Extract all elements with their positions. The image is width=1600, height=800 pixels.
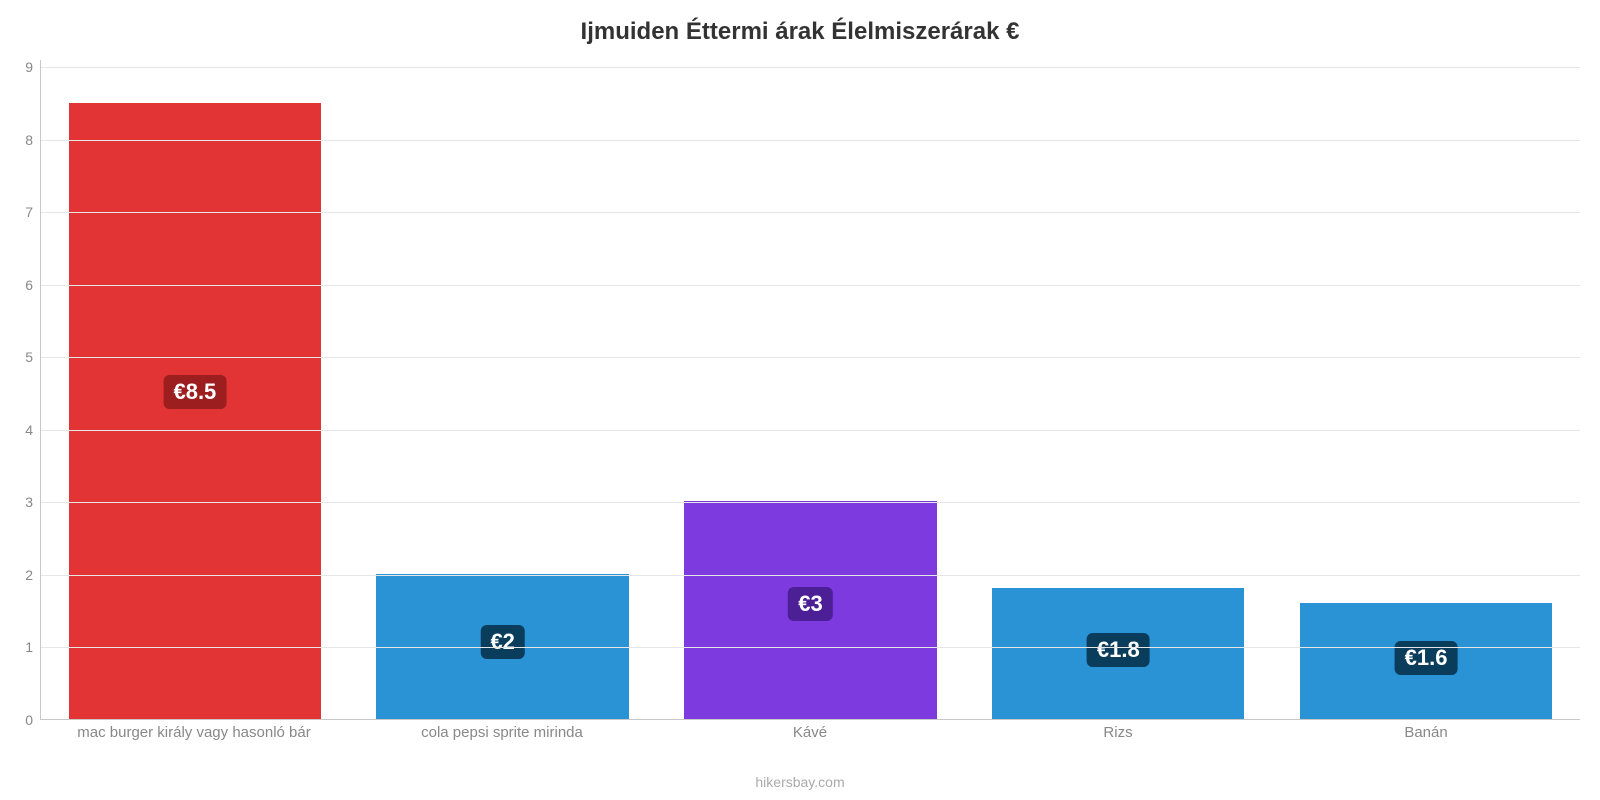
y-tick-label: 8 (25, 132, 41, 148)
attribution-text: hikersbay.com (0, 774, 1600, 790)
bar-slot: €1.8 (964, 60, 1272, 719)
bar (69, 103, 321, 719)
gridline (41, 357, 1580, 358)
gridline (41, 575, 1580, 576)
x-axis-label: Kávé (656, 724, 964, 741)
y-tick-label: 0 (25, 712, 41, 728)
bar-slot: €8.5 (41, 60, 349, 719)
x-axis-label: mac burger király vagy hasonló bár (40, 724, 348, 741)
gridline (41, 67, 1580, 68)
x-axis-label: Rizs (964, 724, 1272, 741)
y-tick-label: 6 (25, 277, 41, 293)
value-badge: €1.6 (1395, 641, 1458, 675)
x-axis-label: Banán (1272, 724, 1580, 741)
value-badge: €8.5 (163, 375, 226, 409)
gridline (41, 647, 1580, 648)
bar-slot: €1.6 (1272, 60, 1580, 719)
bar-slot: €3 (657, 60, 965, 719)
y-tick-label: 1 (25, 639, 41, 655)
chart-container: Ijmuiden Éttermi árak Élelmiszerárak € €… (0, 0, 1600, 800)
x-axis-label: cola pepsi sprite mirinda (348, 724, 656, 741)
gridline (41, 430, 1580, 431)
value-badge: €1.8 (1087, 633, 1150, 667)
y-tick-label: 2 (25, 567, 41, 583)
y-tick-label: 9 (25, 59, 41, 75)
chart-title: Ijmuiden Éttermi árak Élelmiszerárak € (0, 18, 1600, 46)
gridline (41, 285, 1580, 286)
x-axis-labels: mac burger király vagy hasonló bárcola p… (40, 724, 1580, 764)
bar-slot: €2 (349, 60, 657, 719)
y-tick-label: 5 (25, 349, 41, 365)
bars-layer: €8.5 €2 €3 €1.8 €1.6 (41, 60, 1580, 719)
value-badge: €2 (480, 625, 524, 659)
gridline (41, 212, 1580, 213)
plot-area: €8.5€2€3€1.8€1.6 0123456789 (40, 60, 1580, 720)
y-tick-label: 4 (25, 422, 41, 438)
y-tick-label: 3 (25, 494, 41, 510)
gridline (41, 502, 1580, 503)
gridline (41, 140, 1580, 141)
y-tick-label: 7 (25, 204, 41, 220)
value-badge: €3 (788, 587, 832, 621)
